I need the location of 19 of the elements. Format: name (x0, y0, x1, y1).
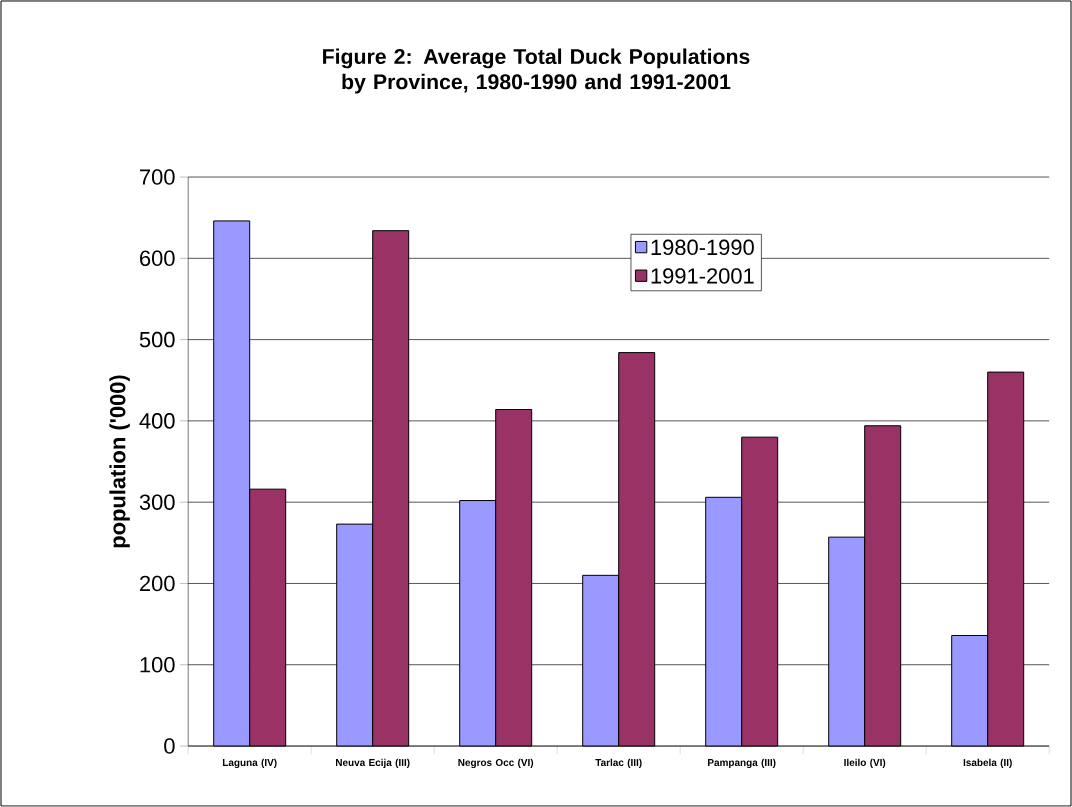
legend-label: 1980-1990 (651, 239, 754, 256)
y-tick-label: 700 (140, 169, 175, 185)
legend-label: 1991-2001 (651, 268, 754, 284)
x-tick-label: Isabela (II) (963, 758, 1012, 769)
y-tick-label: 400 (139, 413, 175, 429)
x-tick-label: Neuva Ecija (III) (335, 758, 410, 769)
x-tick-label: Ileilo (VI) (844, 758, 886, 769)
y-tick-label: 200 (140, 575, 175, 592)
y-tick-label: 0 (164, 738, 175, 754)
chart-title: Figure 2: Average Total Duck Populations by Province, 1980-1990 and 1991-2001 (323, 48, 750, 94)
x-tick-label: Tarlac (III) (595, 758, 642, 769)
y-tick-label: 500 (139, 331, 175, 348)
y-axis-title: population ('000) (109, 375, 130, 548)
y-tick-label: 100 (140, 656, 175, 673)
y-tick-label: 600 (140, 250, 175, 267)
x-tick-label: Negros Occ (VI) (458, 758, 534, 769)
y-tick-label: 300 (139, 494, 175, 510)
x-tick-label: Laguna (IV) (222, 758, 277, 769)
x-tick-label: Pampanga (III) (708, 758, 776, 769)
